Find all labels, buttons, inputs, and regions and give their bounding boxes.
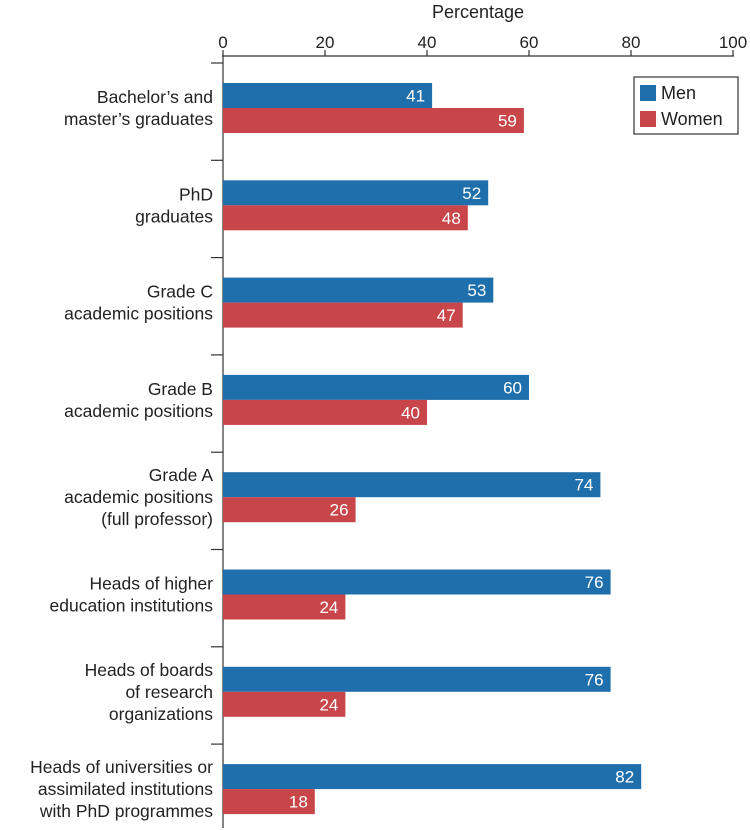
bar-women <box>223 497 356 523</box>
category-label: Heads of higher education institutions <box>50 574 214 616</box>
value-label-men: 82 <box>615 768 634 787</box>
bar-men <box>223 666 611 692</box>
value-label-women: 18 <box>289 793 308 812</box>
value-label-women: 24 <box>319 695 338 714</box>
value-label-men: 74 <box>574 476 593 495</box>
value-label-women: 24 <box>319 598 338 617</box>
value-label-men: 53 <box>467 281 486 300</box>
legend: Men Women <box>633 76 739 135</box>
value-label-women: 59 <box>498 112 517 131</box>
x-tick-label: 40 <box>418 33 437 52</box>
bar-men <box>223 764 642 790</box>
bar-women <box>223 789 315 815</box>
value-label-men: 76 <box>585 573 604 592</box>
x-tick-label: 100 <box>719 33 747 52</box>
value-label-women: 48 <box>442 209 461 228</box>
value-label-men: 41 <box>406 87 425 106</box>
x-tick-label: 0 <box>218 33 227 52</box>
bar-women <box>223 302 463 328</box>
bar-men <box>223 83 433 108</box>
category-label: Heads of boards of research organizations <box>85 660 214 724</box>
x-axis-title: Percentage <box>432 2 524 22</box>
legend-swatch-women <box>640 111 656 127</box>
bar-men <box>223 277 494 303</box>
bar-women <box>223 205 468 231</box>
bar-women <box>223 594 346 620</box>
category-label: PhD graduates <box>135 184 213 226</box>
category-label: Heads of universities or assimilated inst… <box>30 757 213 821</box>
value-label-men: 76 <box>585 670 604 689</box>
value-label-men: 52 <box>462 184 481 203</box>
x-tick-label: 60 <box>520 33 539 52</box>
bar-men <box>223 180 489 206</box>
x-tick-label: 80 <box>622 33 641 52</box>
value-label-women: 26 <box>330 501 349 520</box>
legend-label-women: Women <box>661 109 723 129</box>
value-label-women: 47 <box>437 306 456 325</box>
bar-men <box>223 569 611 595</box>
bar-women <box>223 691 346 717</box>
bar-men <box>223 374 529 400</box>
bar-men <box>223 472 601 498</box>
category-label: Bachelor’s and master’s graduates <box>64 87 213 129</box>
legend-label-men: Men <box>661 83 696 103</box>
legend-swatch-men <box>640 85 656 101</box>
bar-women <box>223 399 427 425</box>
value-label-men: 60 <box>503 378 522 397</box>
x-tick-label: 20 <box>316 33 335 52</box>
bar-women <box>223 108 524 133</box>
value-label-women: 40 <box>401 403 420 422</box>
category-labels: Bachelor’s and master’s graduates PhD gradu… <box>30 87 213 821</box>
